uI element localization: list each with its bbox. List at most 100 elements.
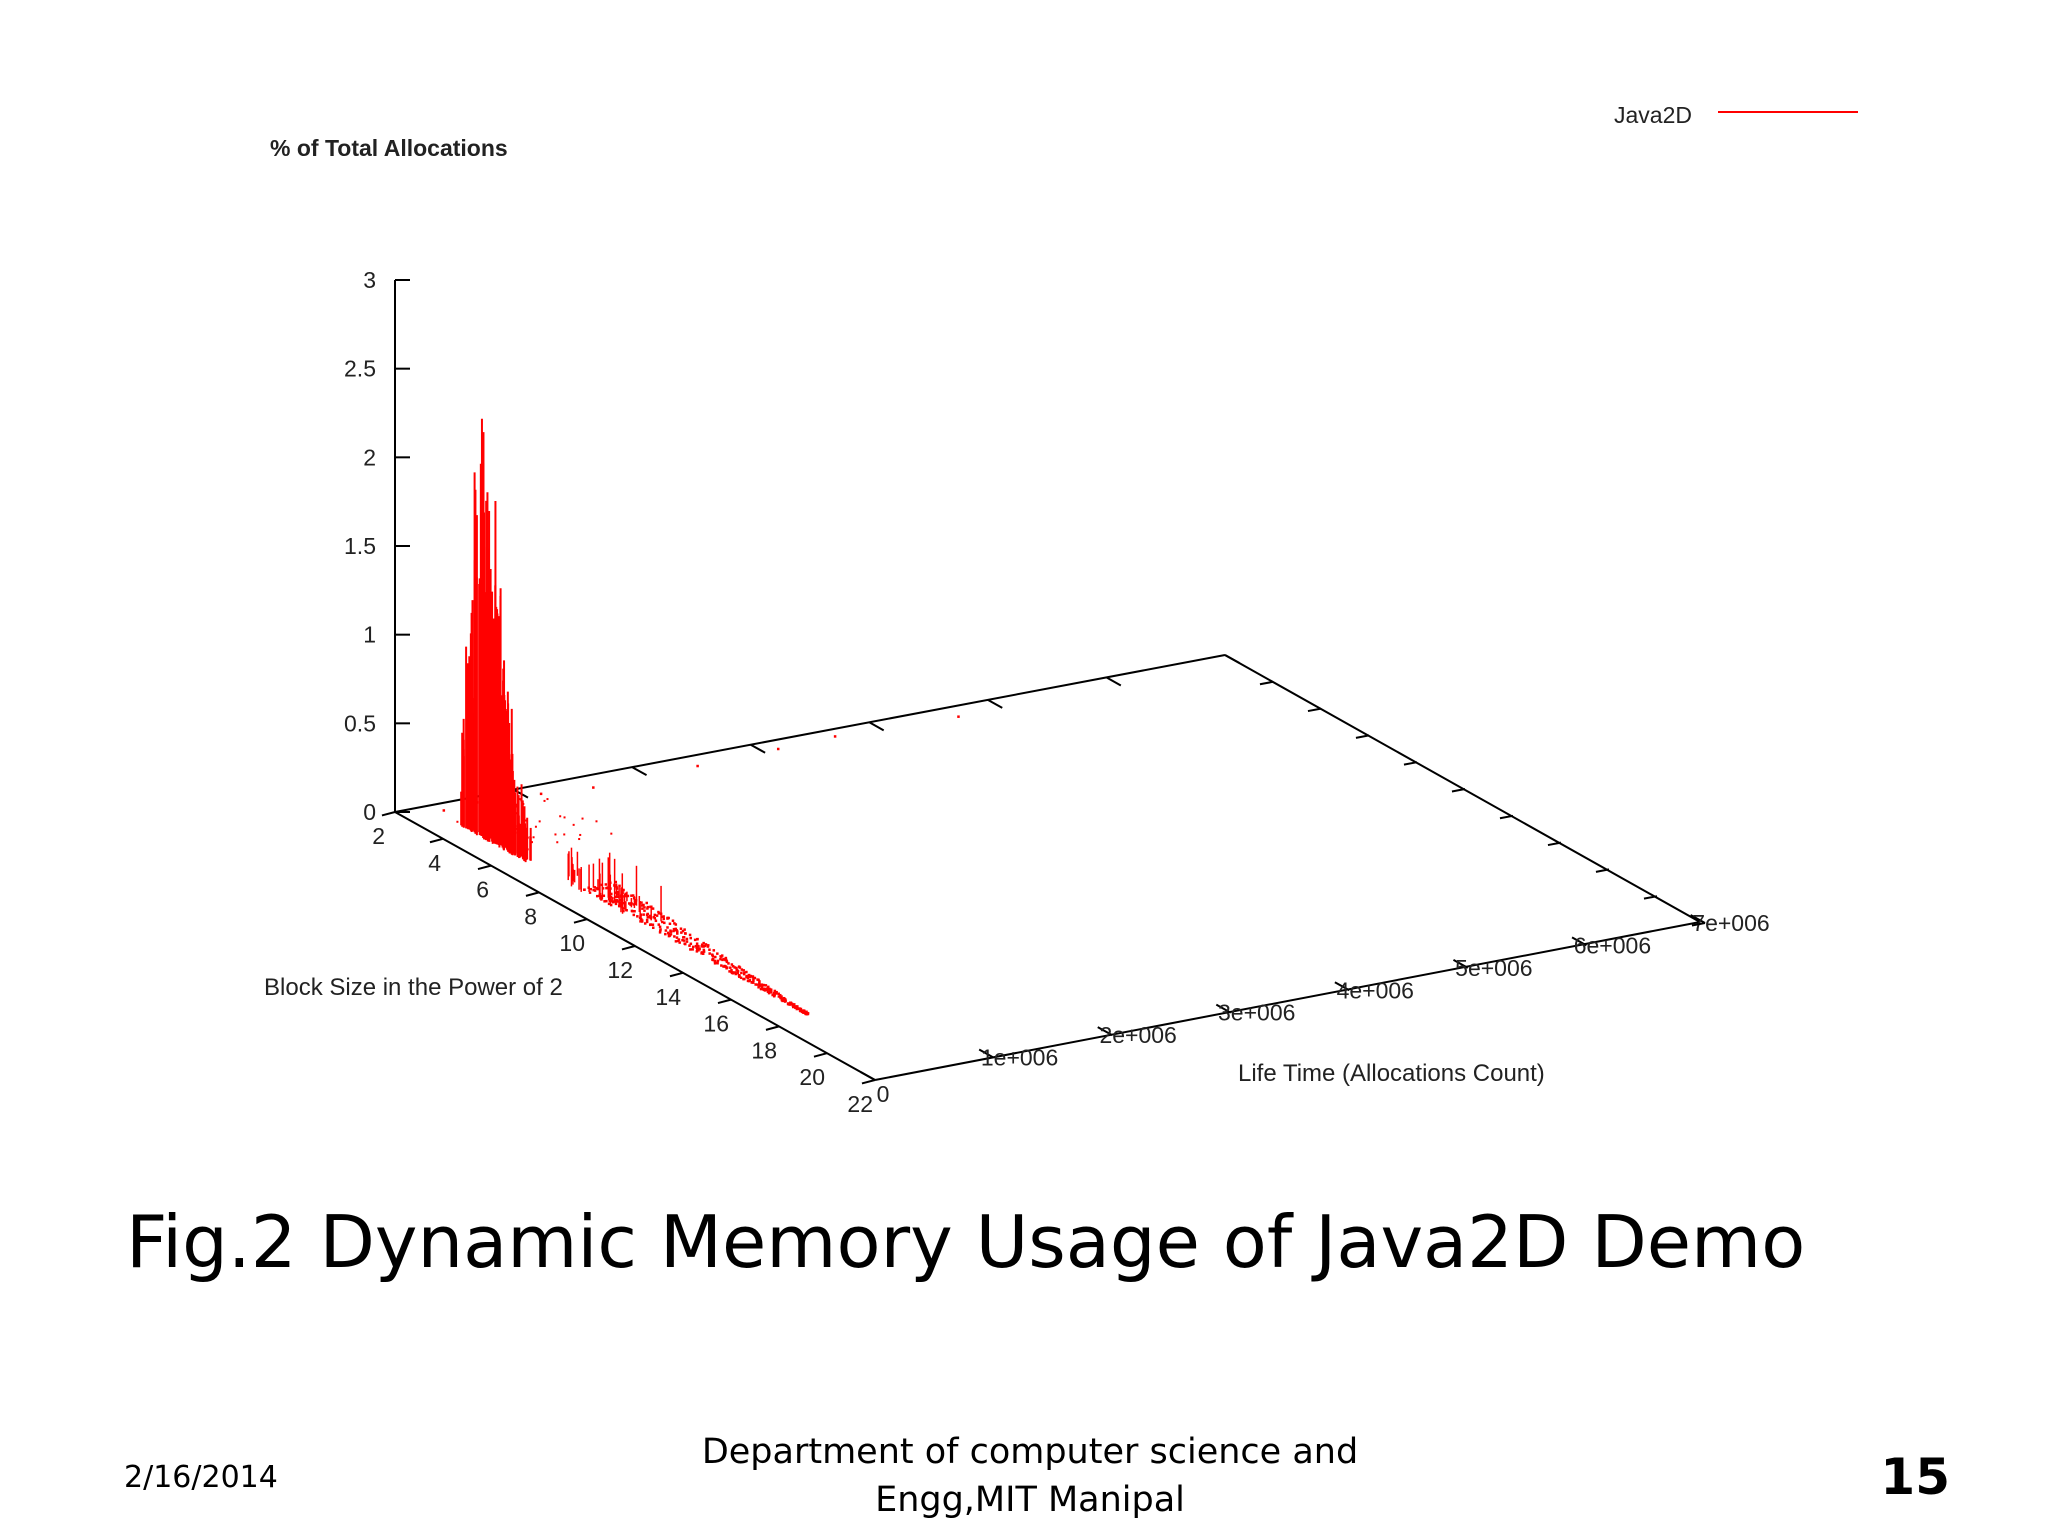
data-point bbox=[664, 929, 668, 932]
data-point bbox=[678, 941, 681, 944]
data-point bbox=[652, 926, 655, 929]
data-point bbox=[633, 909, 636, 913]
data-point bbox=[640, 904, 644, 907]
back-tick-mark bbox=[631, 766, 648, 777]
y-tick-mark bbox=[765, 1025, 780, 1031]
data-point bbox=[782, 999, 786, 1003]
data-point bbox=[723, 964, 726, 968]
data-point bbox=[671, 919, 675, 922]
data-point bbox=[514, 805, 517, 808]
base-edge-back bbox=[394, 654, 1226, 813]
data-point bbox=[766, 990, 770, 993]
data-point bbox=[488, 831, 491, 834]
right-tick-mark bbox=[1499, 814, 1514, 820]
data-point bbox=[515, 827, 518, 830]
data-point bbox=[653, 916, 657, 920]
data-point bbox=[762, 983, 766, 987]
data-point bbox=[767, 985, 770, 989]
data-point bbox=[675, 936, 679, 939]
y-tick-label: 12 bbox=[607, 957, 633, 983]
x-tick-mark bbox=[978, 1048, 995, 1059]
y-tick-mark bbox=[573, 918, 588, 924]
data-point bbox=[639, 917, 643, 921]
data-point bbox=[766, 986, 770, 990]
data-point bbox=[600, 898, 603, 901]
data-point bbox=[738, 966, 742, 969]
data-point bbox=[471, 813, 474, 816]
y-tick-mark bbox=[621, 945, 636, 951]
data-point bbox=[743, 977, 746, 981]
y-tick-label: 16 bbox=[703, 1011, 729, 1037]
data-point bbox=[716, 959, 720, 963]
data-point bbox=[598, 892, 602, 896]
data-point bbox=[632, 897, 636, 900]
data-point bbox=[657, 912, 661, 915]
data-point bbox=[668, 934, 672, 937]
data-point bbox=[749, 974, 753, 978]
data-point bbox=[634, 900, 637, 903]
data-point bbox=[702, 948, 706, 952]
data-point bbox=[708, 948, 711, 951]
data-point bbox=[773, 993, 776, 997]
data-point bbox=[721, 958, 724, 962]
data-point bbox=[572, 823, 575, 826]
data-point bbox=[482, 825, 485, 828]
slide-footer-department: Department of computer science and Engg,… bbox=[660, 1428, 1400, 1524]
x-tick-mark bbox=[1215, 1003, 1232, 1014]
data-point bbox=[505, 817, 508, 820]
data-point bbox=[614, 902, 618, 906]
y-tick-mark bbox=[669, 971, 684, 978]
data-point bbox=[643, 922, 647, 925]
data-point bbox=[593, 889, 597, 892]
data-point bbox=[646, 907, 649, 910]
data-point bbox=[509, 804, 512, 807]
data-point bbox=[622, 907, 626, 910]
data-point bbox=[601, 887, 605, 890]
data-point bbox=[654, 919, 658, 923]
data-point bbox=[662, 915, 665, 918]
data-point bbox=[614, 895, 617, 899]
data-point bbox=[765, 988, 769, 992]
x-tick-mark bbox=[1452, 958, 1469, 969]
data-point bbox=[764, 984, 768, 987]
back-tick-mark bbox=[868, 721, 885, 732]
data-point bbox=[662, 917, 665, 921]
data-point bbox=[693, 938, 697, 942]
data-point bbox=[734, 972, 737, 976]
data-point bbox=[618, 901, 622, 904]
data-point bbox=[758, 981, 761, 985]
data-point bbox=[502, 831, 505, 834]
data-point bbox=[622, 909, 625, 913]
x-tick-mark bbox=[1097, 1026, 1113, 1037]
data-point bbox=[676, 932, 679, 935]
data-point bbox=[610, 892, 613, 896]
data-point bbox=[725, 959, 728, 963]
data-point bbox=[511, 814, 514, 817]
data-point bbox=[833, 735, 837, 738]
data-point bbox=[702, 945, 705, 948]
data-point bbox=[616, 893, 620, 896]
data-point bbox=[514, 812, 517, 815]
data-point bbox=[615, 890, 619, 894]
data-point bbox=[725, 966, 729, 969]
data-point bbox=[773, 989, 777, 993]
data-point bbox=[525, 819, 528, 822]
data-point bbox=[719, 955, 722, 958]
data-point bbox=[796, 1007, 799, 1010]
data-point bbox=[674, 940, 678, 943]
data-point bbox=[800, 1010, 803, 1013]
data-point bbox=[661, 920, 664, 924]
y-tick-mark bbox=[717, 998, 732, 1005]
data-point bbox=[646, 916, 650, 919]
data-point bbox=[526, 836, 529, 839]
data-point bbox=[609, 895, 613, 899]
data-point bbox=[605, 899, 608, 903]
back-tick-mark bbox=[750, 743, 766, 754]
data-point bbox=[604, 883, 608, 886]
right-tick-mark bbox=[1259, 680, 1274, 686]
data-point bbox=[554, 833, 557, 836]
data-point bbox=[563, 816, 566, 819]
data-point bbox=[614, 880, 618, 884]
x-tick-label: 3e+006 bbox=[1218, 1000, 1295, 1026]
